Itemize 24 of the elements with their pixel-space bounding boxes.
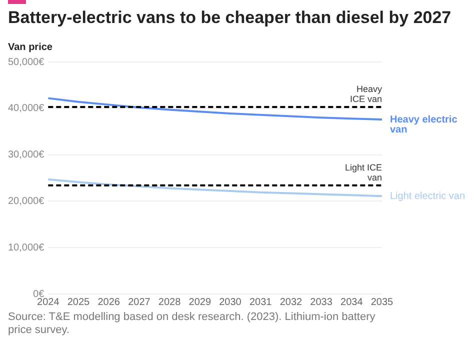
x-tick-label: 2034: [340, 296, 364, 308]
x-tick-label: 2035: [370, 296, 394, 308]
ref-line-label: Heavy ICE van: [350, 84, 382, 104]
x-tick-label: 2032: [280, 296, 303, 308]
y-tick-label: 30,000€: [8, 150, 45, 161]
x-tick-label: 2033: [310, 296, 333, 308]
y-tick-label: 10,000€: [8, 242, 45, 254]
y-tick-label: 40,000€: [8, 103, 45, 114]
x-tick-label: 2028: [158, 296, 182, 308]
y-tick-label: 20,000€: [8, 196, 45, 207]
ref-line-label: Light ICE van: [344, 162, 382, 182]
chart-title: Battery-electric vans to be cheaper than diesel by 2027: [8, 8, 452, 28]
x-tick-label: 2024: [37, 296, 60, 308]
x-tick-label: 2030: [219, 296, 242, 308]
x-tick-label: 2031: [249, 296, 272, 308]
x-tick-label: 2025: [67, 296, 90, 308]
x-tick-label: 2027: [128, 296, 151, 308]
source-note: Source: T&E modelling based on desk research. (2023). Lithium-ion battery price survey.: [8, 311, 376, 337]
series-label: Light electric van: [390, 190, 466, 202]
y-axis-title: Van price: [8, 42, 53, 53]
y-tick-label: 50,000€: [8, 56, 45, 68]
x-tick-label: 2029: [188, 296, 212, 308]
series-label: Heavy electric van: [390, 114, 458, 136]
x-tick-label: 2026: [98, 296, 120, 308]
